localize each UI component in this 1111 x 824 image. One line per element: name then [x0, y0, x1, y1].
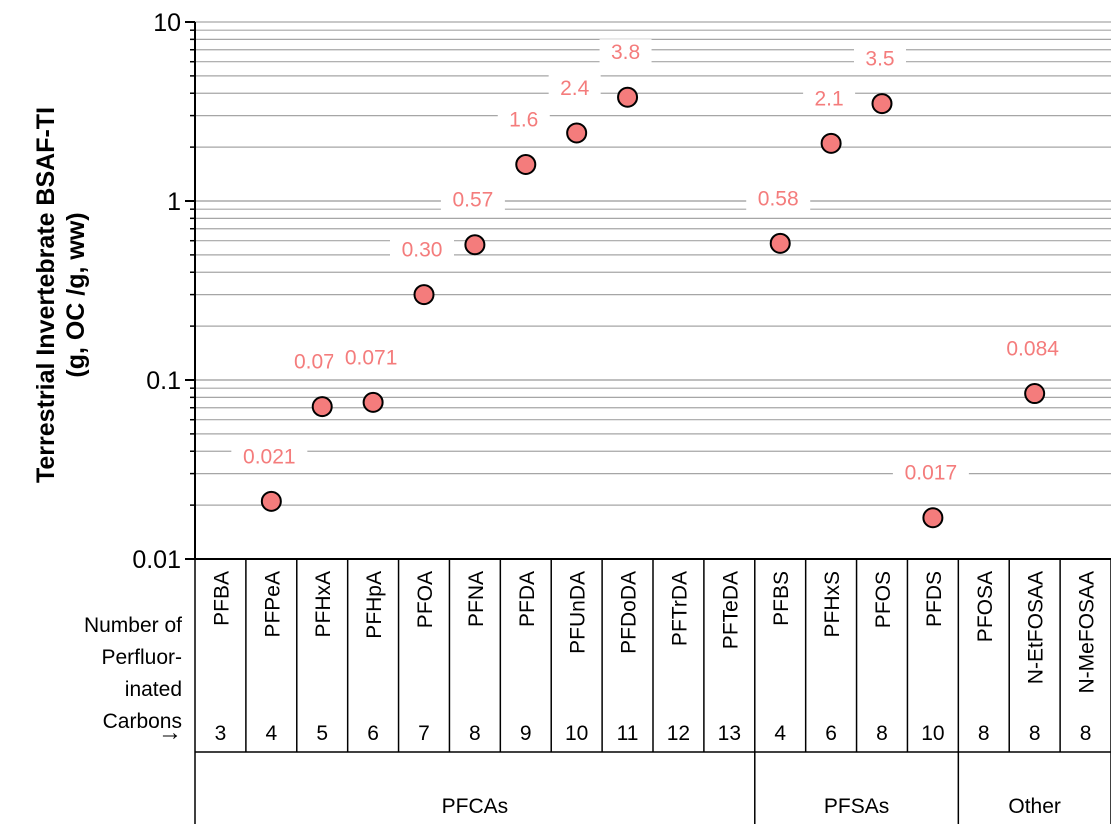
data-point	[311, 396, 333, 418]
data-label-background	[854, 45, 906, 73]
data-label: 2.4	[560, 77, 590, 100]
data-point	[260, 490, 282, 512]
category-label: PFBA	[210, 571, 233, 626]
y-tick-label: 10	[153, 9, 181, 37]
data-label-background	[892, 459, 969, 487]
carbon-count: 10	[921, 722, 944, 745]
y-axis-label-units: (g, OC /g, ww)	[62, 212, 90, 377]
carbon-count: 8	[978, 722, 990, 745]
category-label: PFDoDA	[618, 571, 641, 654]
data-label-background	[440, 186, 505, 214]
data-point	[566, 122, 588, 144]
carbon-count: 8	[469, 722, 481, 745]
data-point	[769, 232, 791, 254]
data-label-background	[599, 39, 652, 67]
data-point	[464, 234, 486, 256]
carbons-arrow: →	[158, 719, 182, 746]
data-label-background	[746, 185, 811, 213]
category-label: PFTeDA	[719, 571, 742, 649]
carbons-row-label: Carbons	[103, 710, 182, 733]
data-label: 0.57	[452, 189, 493, 212]
category-label: PFDS	[923, 571, 946, 627]
carbons-row-label: Number of	[84, 614, 182, 637]
data-label: 0.084	[1006, 338, 1059, 361]
category-label: PFHxA	[312, 571, 335, 638]
group-label: Other	[1008, 795, 1061, 818]
group-label: PFCAs	[442, 795, 509, 818]
category-label: PFOA	[414, 571, 437, 628]
category-label: PFBS	[770, 571, 793, 626]
category-label: PFNA	[465, 571, 488, 627]
data-label: 3.5	[865, 48, 894, 71]
data-label: 0.071	[345, 346, 398, 369]
category-label: PFTrDA	[668, 571, 691, 646]
carbon-count: 8	[1029, 722, 1041, 745]
data-label: 0.58	[758, 187, 799, 210]
category-label: PFOS	[872, 571, 895, 628]
group-label: PFSAs	[824, 795, 889, 818]
data-label-background	[548, 74, 601, 102]
carbons-row-label: Perfluor-	[101, 646, 182, 669]
data-label: 1.6	[509, 108, 538, 131]
category-label: PFDA	[516, 571, 539, 627]
y-tick-label: 0.01	[132, 546, 181, 574]
category-label: PFOSA	[974, 571, 997, 642]
data-point	[922, 507, 944, 529]
carbons-row-label: inated	[125, 678, 182, 701]
data-label: 3.8	[611, 41, 640, 64]
data-label-background	[497, 106, 550, 134]
y-axis-label: Terrestrial Invertebrate BSAF-TI	[32, 107, 60, 483]
data-label: 0.017	[905, 462, 958, 485]
carbon-count: 11	[617, 722, 639, 745]
category-label: PFHxS	[821, 571, 844, 638]
data-points	[260, 86, 1046, 529]
data-label: 0.30	[402, 239, 443, 262]
carbon-count: 8	[876, 722, 888, 745]
category-label: PFUnDA	[567, 571, 590, 654]
carbon-count: 4	[265, 722, 277, 745]
data-point	[871, 93, 893, 115]
carbon-count: 8	[1080, 722, 1092, 745]
carbon-count: 4	[774, 722, 786, 745]
carbon-count: 6	[825, 722, 837, 745]
data-point	[617, 86, 639, 108]
data-label-background	[333, 344, 410, 372]
category-label: PFPeA	[261, 571, 284, 638]
data-label-background	[803, 85, 856, 113]
data-point	[413, 284, 435, 306]
carbon-count: 12	[667, 722, 690, 745]
category-label: N-EtFOSAA	[1025, 571, 1048, 684]
data-point	[515, 153, 537, 175]
carbon-count: 13	[718, 722, 741, 745]
gridlines	[195, 21, 1111, 506]
category-table: PFBA PFPeA PFHxA PFHpA PFOA PFNA PFDA PFUnDA PFD…	[84, 559, 1111, 824]
category-label: N-MeFOSAA	[1076, 571, 1099, 694]
carbon-count: 9	[520, 722, 532, 745]
category-label: PFHpA	[363, 571, 386, 639]
data-label-background	[994, 335, 1071, 363]
data-labels: 0.0210.0750.0710.300.571.62.43.80.582.13…	[231, 39, 1071, 487]
carbon-count: 6	[367, 722, 379, 745]
carbon-count: 7	[418, 722, 430, 745]
y-tick-label: 1	[167, 188, 181, 216]
data-point	[362, 391, 384, 413]
data-label: 2.1	[815, 87, 844, 110]
carbon-count: 3	[215, 722, 227, 745]
data-point	[820, 132, 842, 154]
data-point	[1024, 383, 1046, 405]
carbon-count: 10	[565, 722, 588, 745]
y-tick-label: 0.1	[146, 367, 181, 395]
data-label-background	[231, 443, 308, 471]
data-label-background	[390, 236, 454, 264]
data-label: 0.021	[243, 445, 296, 468]
carbon-count: 5	[316, 722, 328, 745]
